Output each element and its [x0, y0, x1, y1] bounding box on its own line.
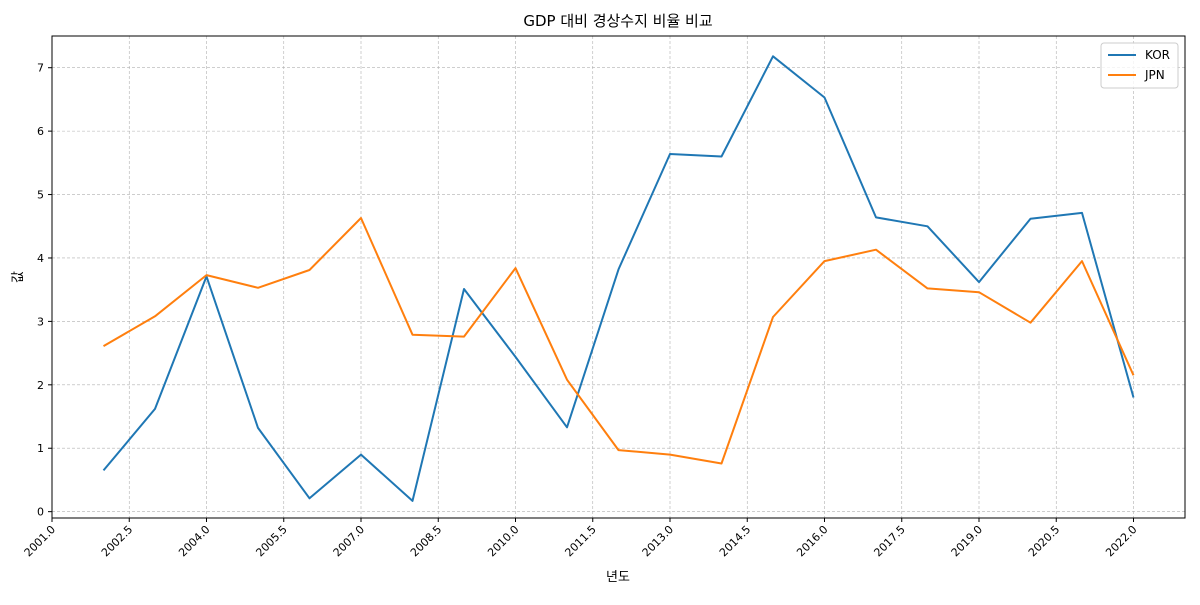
- y-tick-label: 7: [37, 62, 44, 75]
- y-axis-title: 값: [11, 271, 26, 283]
- y-tick-label: 0: [37, 506, 44, 519]
- y-tick-label: 6: [37, 125, 44, 138]
- chart-title: GDP 대비 경상수지 비율 비교: [523, 12, 712, 30]
- legend-label-jpn: JPN: [1144, 68, 1165, 82]
- x-axis-title: 년도: [606, 570, 630, 585]
- y-tick-label: 1: [37, 442, 44, 455]
- y-tick-label: 3: [37, 315, 44, 328]
- y-tick-label: 2: [37, 379, 44, 392]
- legend: KOR JPN: [1101, 43, 1178, 88]
- y-tick-label: 5: [37, 189, 44, 202]
- legend-label-kor: KOR: [1145, 48, 1170, 62]
- y-tick-label: 4: [37, 252, 44, 265]
